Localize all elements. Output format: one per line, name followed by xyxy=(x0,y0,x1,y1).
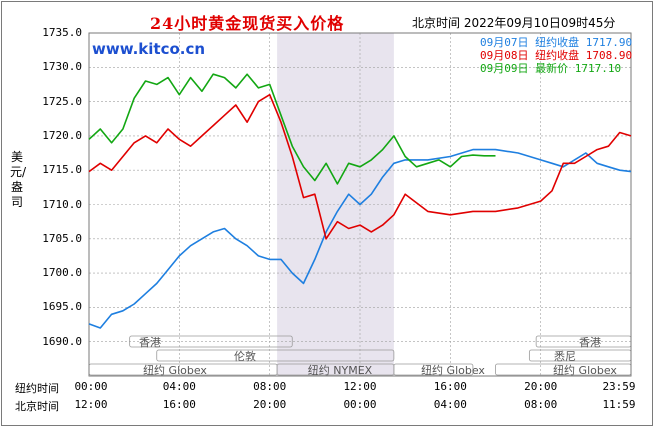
ny-time-row-label: 纽约时间 xyxy=(15,382,59,395)
plot-border xyxy=(88,32,632,377)
x-tick-bj-0: 12:00 xyxy=(74,398,108,411)
y-tick-1700: 1700.0 xyxy=(42,266,82,280)
x-tick-bj-4: 04:00 xyxy=(433,398,467,411)
chart-title: 24小时黄金现货买入价格 xyxy=(150,14,345,33)
session-bar-hongkong-1 xyxy=(129,335,293,348)
legend-0909: 09月09日 最新价 1717.10 xyxy=(480,62,622,75)
series-line-09月09日 xyxy=(88,73,496,185)
x-tick-ny-6: 23:59 xyxy=(602,380,636,393)
y-tick-1715: 1715.0 xyxy=(42,163,82,177)
x-tick-ny-2: 08:00 xyxy=(253,380,287,393)
x-tick-ny-0: 00:00 xyxy=(74,380,108,393)
y-tick-1720: 1720.0 xyxy=(42,128,82,142)
session-ny-globex-2: 纽约 Globex xyxy=(421,364,485,377)
y-tick-1725: 1725.0 xyxy=(42,94,82,108)
legend-0907: 09月07日 纽约收盘 1717.90 xyxy=(480,36,633,49)
x-tick-ny-5: 20:00 xyxy=(524,380,558,393)
y-tick-1710: 1710.0 xyxy=(42,197,82,211)
grid-lines xyxy=(89,32,631,376)
session-ny-globex-3: 纽约 Globex xyxy=(553,364,617,377)
x-tick-bj-1: 16:00 xyxy=(162,398,196,411)
y-tick-1730: 1730.0 xyxy=(42,60,82,74)
session-hongkong-2: 香港 xyxy=(579,336,601,349)
series-line-09月08日 xyxy=(88,93,632,240)
session-bar-globex-2 xyxy=(393,363,474,376)
y-tick-1705: 1705.0 xyxy=(42,231,82,245)
x-tick-bj-6: 11:59 xyxy=(602,398,636,411)
y-tick-1695: 1695.0 xyxy=(42,300,82,314)
y-axis-label: 美元/盎司 xyxy=(10,150,27,209)
session-hongkong-1: 香港 xyxy=(139,336,161,349)
x-tick-ny-4: 16:00 xyxy=(433,380,467,393)
site-watermark[interactable]: www.kitco.cn xyxy=(92,40,206,58)
legend-0908: 09月08日 纽约收盘 1708.90 xyxy=(480,49,633,62)
x-tick-bj-2: 20:00 xyxy=(253,398,287,411)
session-sydney: 悉尼 xyxy=(554,350,576,363)
session-bar-london xyxy=(156,349,395,362)
y-tick-1690: 1690.0 xyxy=(42,334,82,348)
x-tick-ny-3: 12:00 xyxy=(343,380,377,393)
series-line-09月07日 xyxy=(88,148,632,329)
price-series xyxy=(88,73,632,329)
session-london: 伦敦 xyxy=(234,350,256,363)
session-ny-globex-1: 纽约 Globex xyxy=(143,364,207,377)
bj-time-row-label: 北京时间 xyxy=(15,400,59,413)
x-tick-bj-3: 00:00 xyxy=(343,398,377,411)
x-tick-bj-5: 08:00 xyxy=(524,398,558,411)
x-tick-ny-1: 04:00 xyxy=(162,380,196,393)
timestamp: 北京时间 2022年09月10日09时45分 xyxy=(412,16,616,30)
session-ny-nymex: 纽约 NYMEX xyxy=(307,364,373,377)
y-tick-1735: 1735.0 xyxy=(42,26,82,39)
